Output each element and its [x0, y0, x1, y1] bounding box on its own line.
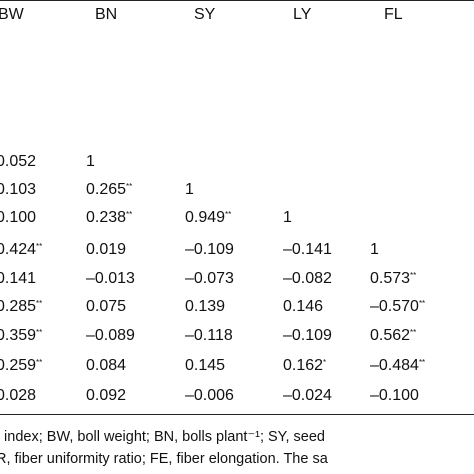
table-cell: –0.073	[185, 270, 234, 287]
table-cell: 0.019	[86, 241, 127, 258]
table-cell: –0.570**	[370, 297, 425, 317]
cell-value: 0.259	[0, 357, 37, 374]
significance-mark: **	[126, 210, 133, 219]
cell-value: 0.562	[370, 327, 411, 344]
table-cell: 0.573**	[370, 269, 416, 289]
table-cell: 1	[283, 209, 292, 226]
table-cell: 0.424**	[0, 240, 42, 260]
significance-mark: **	[36, 242, 43, 251]
significance-mark: **	[410, 328, 417, 337]
table-cell: 0.103	[0, 181, 37, 198]
table-cell: 0.146	[283, 298, 324, 315]
table-cell: 0.100	[0, 209, 37, 226]
table-cell: –0.109	[283, 327, 332, 344]
table-cell: 0.265**	[86, 180, 132, 200]
table-cell: 0.092	[86, 387, 127, 404]
table-cell: –0.100	[370, 387, 419, 404]
table-cell: –0.118	[185, 327, 233, 344]
table-cell: –0.484**	[370, 356, 425, 376]
cell-value: 0.265	[86, 181, 127, 198]
table-bottom-rule	[0, 414, 474, 415]
table-cell: –0.006	[185, 387, 234, 404]
cell-value: 0.573	[370, 270, 411, 287]
table-cell: 0.141	[0, 270, 37, 287]
table-cell: 0.259**	[0, 356, 42, 376]
table-cell: –0.013	[86, 270, 135, 287]
column-header-fl: FL	[384, 6, 403, 23]
table-cell: 0.084	[86, 357, 127, 374]
significance-mark: **	[418, 358, 426, 367]
table-cell: 0.359**	[0, 326, 42, 346]
table-cell: 1	[185, 181, 194, 198]
significance-mark: **	[36, 328, 43, 337]
cell-value: 0.359	[0, 327, 37, 344]
table-cell: 0.052	[0, 153, 37, 170]
cell-value: 0.424	[0, 241, 37, 258]
table-cell: 0.285**	[0, 297, 42, 317]
cell-value: 0.162	[283, 357, 324, 374]
cell-value: –0.484	[370, 357, 419, 374]
significance-mark: **	[418, 299, 426, 308]
cell-value: 0.238	[86, 209, 127, 226]
cell-value: 0.949	[185, 209, 226, 226]
significance-mark: **	[126, 182, 133, 191]
table-cell: –0.089	[86, 327, 135, 344]
column-header-sy: SY	[194, 6, 216, 23]
significance-mark: **	[36, 358, 43, 367]
column-header-ly: LY	[293, 6, 312, 23]
significance-mark: **	[410, 271, 417, 280]
table-cell: 0.075	[86, 298, 127, 315]
table-cell: 1	[370, 241, 379, 258]
table-cell: 0.949**	[185, 208, 231, 228]
significance-mark: **	[225, 210, 232, 219]
significance-mark: *	[323, 358, 327, 367]
footnote-line-1: t index; BW, boll weight; BN, bolls plan…	[0, 429, 325, 445]
cell-value: –0.570	[370, 298, 419, 315]
significance-mark: **	[36, 299, 43, 308]
footnote-line-2: R, fiber uniformity ratio; FE, fiber elo…	[0, 451, 328, 467]
cell-value: 0.285	[0, 298, 37, 315]
table-cell: 0.562**	[370, 326, 416, 346]
table-cell: 0.028	[0, 387, 37, 404]
table-cell: –0.082	[283, 270, 332, 287]
table-top-rule	[0, 0, 474, 1]
table-cell: –0.109	[185, 241, 234, 258]
table-cell: –0.024	[283, 387, 332, 404]
table-cell: –0.141	[283, 241, 332, 258]
table-cell: 0.145	[185, 357, 226, 374]
table-cell: 1	[86, 153, 95, 170]
table-cell: 0.238**	[86, 208, 132, 228]
table-cell: 0.162*	[283, 356, 326, 376]
column-header-bn: BN	[95, 6, 118, 23]
column-header-bw: BW	[0, 6, 24, 23]
table-cell: 0.139	[185, 298, 226, 315]
